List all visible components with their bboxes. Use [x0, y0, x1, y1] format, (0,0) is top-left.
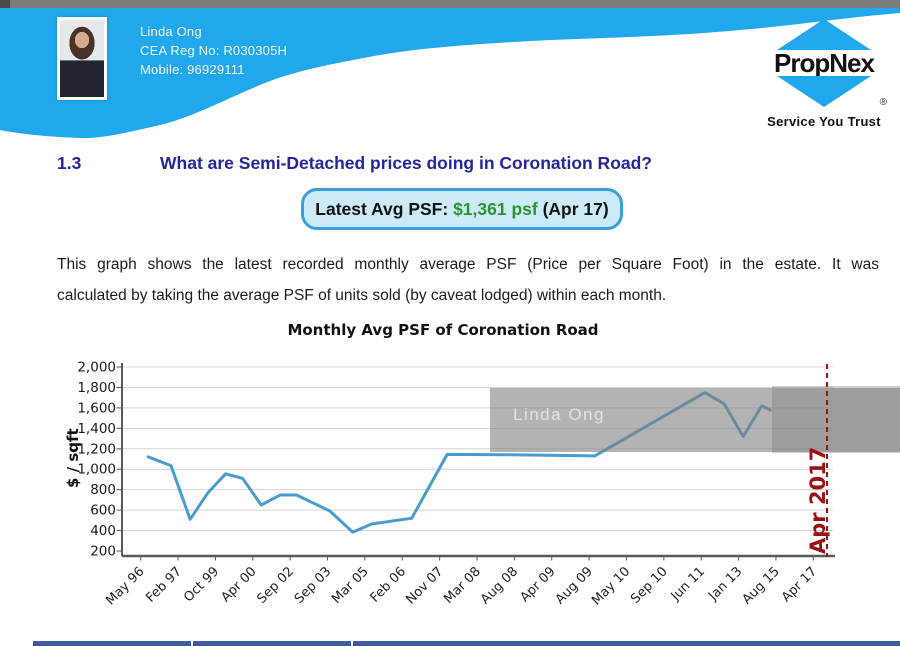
x-tick-label: Aug 15	[740, 564, 783, 607]
agent-cea-reg: CEA Reg No: R030305H	[140, 43, 288, 58]
x-tick-label: Apr 17	[779, 564, 820, 605]
badge-suffix: (Apr 17)	[537, 198, 609, 219]
watermark-band-right	[772, 386, 900, 453]
x-tick-label: Apr 00	[218, 564, 259, 605]
section-title: What are Semi-Detached prices doing in C…	[160, 153, 652, 173]
x-tick-label: Aug 09	[553, 564, 596, 607]
y-tick-label: 1,400	[77, 421, 116, 437]
body-paragraph: This graph shows the latest recorded mon…	[57, 250, 879, 311]
x-tick-label: Sep 10	[628, 564, 671, 607]
body-line-2: calculated by taking the average PSF of …	[57, 286, 667, 304]
y-tick-label: 400	[90, 523, 116, 539]
watermark-band	[490, 388, 900, 452]
y-tick-label: 1,800	[77, 380, 116, 396]
y-tick-label: 800	[90, 482, 116, 498]
x-tick-label: Mar 08	[441, 564, 484, 607]
registered-trademark-icon: ®	[879, 97, 887, 108]
y-tick-label: 600	[90, 503, 116, 519]
footer-table-top-bar	[33, 641, 900, 646]
x-tick-label: Sep 03	[292, 564, 335, 607]
agent-name: Linda Ong	[140, 24, 202, 39]
top-bar-notch	[0, 0, 10, 8]
latest-avg-psf-badge: Latest Avg PSF: $1,361 psf (Apr 17)	[301, 188, 623, 230]
agent-mobile: Mobile: 96929111	[140, 62, 245, 77]
footer-bar-segment	[193, 641, 351, 646]
header-swoosh-graphic	[0, 7, 900, 139]
footer-bar-segment	[33, 641, 191, 646]
footer-bar-segment	[353, 641, 900, 646]
section-number: 1.3	[57, 153, 82, 173]
x-tick-label: Mar 05	[329, 564, 372, 607]
badge-label: Latest Avg PSF:	[315, 198, 454, 219]
badge-value: $1,361 psf	[453, 198, 538, 219]
apr-2017-marker-label: Apr 2017	[806, 447, 830, 554]
y-tick-label: 1,200	[77, 441, 116, 457]
x-tick-label: Apr 09	[517, 564, 558, 605]
x-tick-label: Sep 02	[254, 564, 297, 607]
chart-title: Monthly Avg PSF of Coronation Road	[287, 321, 599, 339]
y-tick-label: 2,000	[77, 360, 116, 376]
x-tick-label: May 10	[589, 564, 633, 608]
y-tick-label: 200	[90, 544, 116, 560]
x-tick-label: Jun 11	[668, 564, 708, 604]
logo-tagline: Service You Trust	[767, 114, 881, 129]
y-tick-label: 1,600	[77, 400, 116, 416]
propnex-logo: PropNex ® Service You Trust	[763, 19, 887, 129]
body-line-1: This graph shows the latest recorded mon…	[57, 256, 879, 273]
x-tick-label: Feb 06	[368, 564, 410, 606]
x-tick-label: Feb 97	[143, 564, 185, 606]
logo-brand-text: PropNex	[774, 48, 875, 78]
watermark-text: Linda Ong	[513, 405, 605, 424]
x-tick-label: Oct 99	[181, 564, 222, 605]
y-axis-label: $ / sqft	[64, 428, 82, 488]
y-tick-label: 1,000	[77, 462, 116, 478]
x-tick-label: May 96	[103, 564, 147, 608]
agent-photo-image	[60, 20, 104, 97]
x-tick-label: Aug 08	[478, 564, 521, 607]
x-tick-label: Jan 13	[705, 564, 745, 604]
top-gray-bar	[0, 0, 900, 8]
x-tick-label: Nov 07	[403, 564, 446, 607]
agent-photo	[57, 17, 107, 100]
